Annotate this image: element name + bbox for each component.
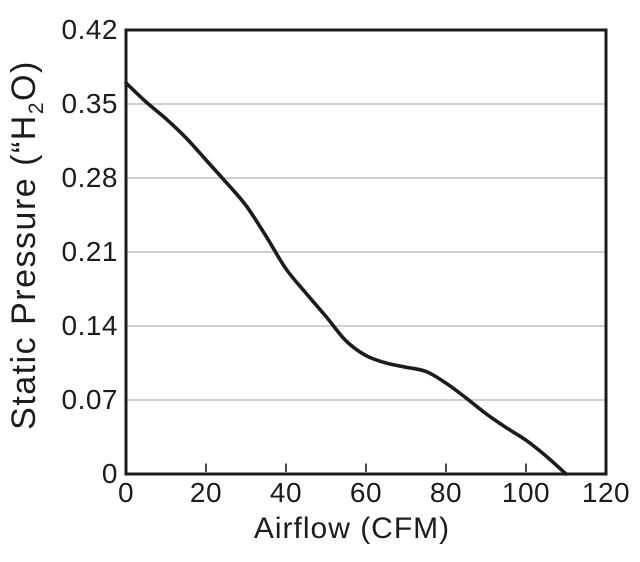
x-tick-label: 40 xyxy=(269,477,303,508)
x-tick-label: 0 xyxy=(117,477,135,508)
y-tick-label: 0.21 xyxy=(61,236,118,267)
x-tick-label: 80 xyxy=(429,477,463,508)
y-tick-label: 0.35 xyxy=(61,88,118,119)
x-axis-title: Airflow (CFM) xyxy=(253,512,451,545)
y-tick-label: 0.42 xyxy=(61,14,118,45)
x-tick-label: 60 xyxy=(349,477,383,508)
y-tick-label: 0.14 xyxy=(61,310,118,341)
static-pressure-curve xyxy=(124,81,568,476)
x-tick-label: 20 xyxy=(189,477,223,508)
x-tick-label: 120 xyxy=(581,477,631,508)
y-tick-label: 0.28 xyxy=(61,162,118,193)
plot-border xyxy=(124,28,608,476)
y-tick-label: 0.07 xyxy=(61,384,118,415)
y-tick-label: 0 xyxy=(101,458,118,489)
x-tick-label: 100 xyxy=(501,477,551,508)
